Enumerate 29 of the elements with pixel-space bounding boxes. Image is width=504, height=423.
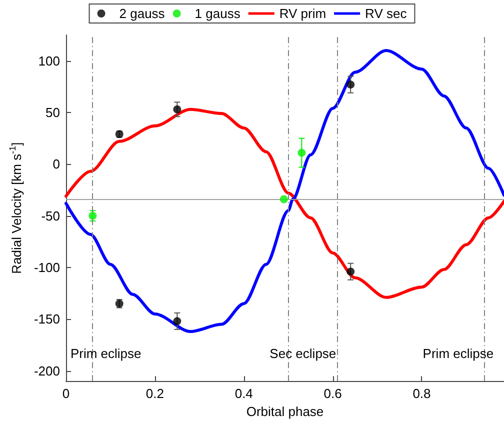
y-tick-label: -200	[34, 363, 60, 378]
x-tick-label: 0.6	[324, 386, 342, 402]
point	[346, 268, 355, 276]
point	[173, 105, 182, 114]
x-tick-label: 0.2	[146, 386, 164, 402]
legend-label: 1 gauss	[194, 6, 241, 21]
ref-line-label: Prim eclipse	[70, 346, 142, 362]
legend-label: 2 gauss	[119, 6, 166, 21]
line-series	[64, 48, 504, 334]
legend-label: RV sec	[365, 6, 408, 21]
legend-label: RV prim	[279, 6, 326, 21]
y-tick-label: 50	[46, 104, 60, 120]
y-axis-title: Radial Velocity [km s-1]	[8, 142, 24, 274]
ref-line-label: Sec eclipse	[270, 346, 336, 362]
point	[298, 148, 306, 157]
x-tick-label: 0	[62, 386, 70, 402]
point	[173, 317, 182, 326]
point	[280, 195, 288, 204]
y-tick-label: -150	[34, 312, 60, 327]
ref-line-label: Prim eclipse	[422, 346, 494, 362]
y-tick-label: -50	[41, 208, 60, 224]
x-tick-label: 0.4	[234, 386, 253, 402]
x-tick-label: 0.8	[412, 386, 431, 402]
point	[346, 80, 355, 89]
y-tick-label: -100	[34, 260, 60, 275]
y-tick-label: 0	[52, 156, 60, 172]
x-axis-title: Orbital phase	[246, 404, 324, 419]
line-series	[64, 108, 504, 299]
y-tick-label: 100	[38, 53, 60, 68]
